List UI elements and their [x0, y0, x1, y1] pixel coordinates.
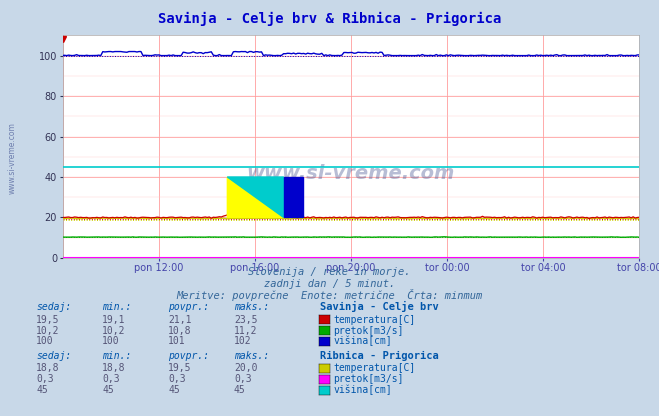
Text: 23,5: 23,5: [234, 315, 258, 325]
Text: pretok[m3/s]: pretok[m3/s]: [333, 374, 404, 384]
Text: 10,8: 10,8: [168, 326, 192, 336]
Text: 18,8: 18,8: [102, 364, 126, 374]
Text: 19,1: 19,1: [102, 315, 126, 325]
Text: Ribnica - Prigorica: Ribnica - Prigorica: [320, 351, 438, 361]
Text: Slovenija / reke in morje.: Slovenija / reke in morje.: [248, 267, 411, 277]
Text: 0,3: 0,3: [102, 374, 120, 384]
Text: 100: 100: [102, 337, 120, 347]
Text: 45: 45: [168, 385, 180, 395]
Text: 19,5: 19,5: [36, 315, 60, 325]
Text: Savinja - Celje brv & Ribnica - Prigorica: Savinja - Celje brv & Ribnica - Prigoric…: [158, 12, 501, 26]
Text: 100: 100: [36, 337, 54, 347]
Text: 11,2: 11,2: [234, 326, 258, 336]
Text: 10,2: 10,2: [102, 326, 126, 336]
Text: Meritve: povprečne  Enote: metrične  Črta: minmum: Meritve: povprečne Enote: metrične Črta:…: [177, 289, 482, 301]
Text: zadnji dan / 5 minut.: zadnji dan / 5 minut.: [264, 279, 395, 289]
Text: 0,3: 0,3: [234, 374, 252, 384]
Text: pretok[m3/s]: pretok[m3/s]: [333, 326, 404, 336]
Text: temperatura[C]: temperatura[C]: [333, 315, 416, 325]
Text: Savinja - Celje brv: Savinja - Celje brv: [320, 301, 438, 312]
Text: višina[cm]: višina[cm]: [333, 385, 392, 395]
Text: 18,8: 18,8: [36, 364, 60, 374]
Text: 10,2: 10,2: [36, 326, 60, 336]
Text: 20,0: 20,0: [234, 364, 258, 374]
Text: povpr.:: povpr.:: [168, 351, 209, 361]
Text: 45: 45: [234, 385, 246, 395]
Text: 19,5: 19,5: [168, 364, 192, 374]
Text: www.si-vreme.com: www.si-vreme.com: [246, 164, 455, 183]
Text: povpr.:: povpr.:: [168, 302, 209, 312]
Text: 0,3: 0,3: [36, 374, 54, 384]
Text: 102: 102: [234, 337, 252, 347]
Bar: [283, 177, 303, 218]
Text: maks.:: maks.:: [234, 351, 269, 361]
Text: višina[cm]: višina[cm]: [333, 336, 392, 347]
Text: 45: 45: [36, 385, 48, 395]
Text: 45: 45: [102, 385, 114, 395]
Polygon shape: [227, 177, 283, 218]
Text: sedaj:: sedaj:: [36, 351, 71, 361]
Text: min.:: min.:: [102, 302, 132, 312]
Text: maks.:: maks.:: [234, 302, 269, 312]
Text: 0,3: 0,3: [168, 374, 186, 384]
Text: 21,1: 21,1: [168, 315, 192, 325]
Text: www.si-vreme.com: www.si-vreme.com: [8, 122, 17, 194]
Text: temperatura[C]: temperatura[C]: [333, 364, 416, 374]
Text: min.:: min.:: [102, 351, 132, 361]
Text: sedaj:: sedaj:: [36, 302, 71, 312]
Text: 101: 101: [168, 337, 186, 347]
Polygon shape: [227, 177, 283, 218]
